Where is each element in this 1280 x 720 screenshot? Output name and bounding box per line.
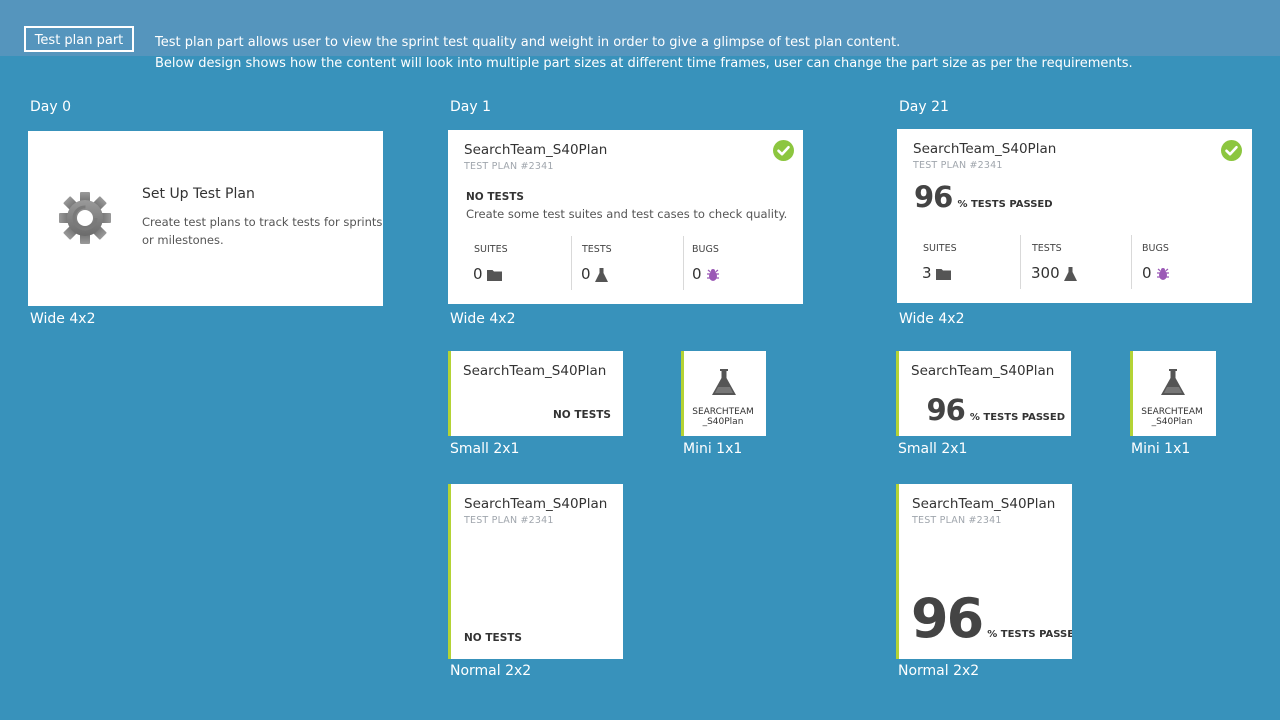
pass-label: % TESTS PASSED: [957, 199, 1053, 210]
suites-label: SUITES: [474, 244, 508, 255]
stat-divider: [1131, 235, 1132, 289]
bug-icon: [707, 268, 720, 281]
size-label-normal-day21: Normal 2x2: [898, 663, 980, 679]
folder-icon: [487, 269, 503, 281]
size-label-wide-day1: Wide 4x2: [450, 311, 516, 327]
setup-desc-line-2: or milestones.: [142, 233, 224, 247]
pass-rate: 96 % TESTS PASSED: [914, 180, 1053, 214]
plan-name: SearchTeam_S40Plan: [913, 141, 1057, 157]
pass-rate: 96 % TESTS PASSED: [926, 393, 1065, 427]
setup-title: Set Up Test Plan: [142, 186, 255, 202]
no-tests-hint: Create some test suites and test cases t…: [466, 207, 788, 221]
size-label-small-day1: Small 2x1: [450, 441, 520, 457]
setup-test-plan-tile[interactable]: Set Up Test Plan Create test plans to tr…: [28, 131, 383, 306]
day-1-label: Day 1: [450, 99, 492, 115]
header-band: [0, 0, 1280, 56]
description-line-2: Below design shows how the content will …: [155, 56, 1133, 71]
plan-id: TEST PLAN #2341: [464, 515, 554, 526]
plan-name: SearchTeam_S40Plan: [464, 142, 608, 158]
flask-icon: [595, 267, 609, 282]
part-title-badge: Test plan part: [24, 26, 134, 52]
flask-icon: [1064, 266, 1078, 281]
tests-count: 0: [581, 265, 591, 283]
mini-plan-name-line-1: SEARCHTEAM: [692, 407, 754, 417]
bug-icon: [1157, 267, 1170, 280]
no-tests-label: NO TESTS: [464, 632, 522, 644]
flask-icon: [712, 369, 736, 395]
pass-percent: 96: [926, 393, 965, 427]
mini-plan-name-line-2: _S40Plan: [702, 417, 744, 427]
size-label-small-day21: Small 2x1: [898, 441, 968, 457]
mini-plan-name-line-2: _S40Plan: [1151, 417, 1193, 427]
day21-normal-tile[interactable]: SearchTeam_S40Plan TEST PLAN #2341 96 % …: [896, 484, 1072, 659]
plan-name: SearchTeam_S40Plan: [463, 363, 607, 379]
stat-divider: [571, 236, 572, 290]
day1-wide-tile[interactable]: SearchTeam_S40Plan TEST PLAN #2341 NO TE…: [448, 130, 803, 304]
tests-count: 300: [1031, 264, 1060, 282]
flask-icon: [1161, 369, 1185, 395]
size-label-normal-day1: Normal 2x2: [450, 663, 532, 679]
day21-wide-tile[interactable]: SearchTeam_S40Plan TEST PLAN #2341 96 % …: [897, 129, 1252, 303]
bugs-count: 0: [692, 265, 702, 283]
bugs-stat: 0: [692, 265, 720, 283]
bugs-label: BUGS: [692, 244, 719, 255]
plan-name: SearchTeam_S40Plan: [911, 363, 1055, 379]
bugs-stat: 0: [1142, 264, 1170, 282]
size-label-wide-day0: Wide 4x2: [30, 311, 96, 327]
suites-count: 3: [922, 264, 932, 282]
description-line-1: Test plan part allows user to view the s…: [155, 35, 901, 50]
suites-stat: 0: [473, 265, 503, 283]
suites-label: SUITES: [923, 243, 957, 254]
plan-id: TEST PLAN #2341: [464, 161, 554, 172]
no-tests-label: NO TESTS: [466, 191, 524, 203]
pass-percent: 96: [914, 180, 953, 214]
tests-stat: 300: [1031, 264, 1078, 282]
tests-stat: 0: [581, 265, 609, 283]
folder-icon: [936, 268, 952, 280]
day1-normal-tile[interactable]: SearchTeam_S40Plan TEST PLAN #2341 NO TE…: [448, 484, 623, 659]
size-label-wide-day21: Wide 4x2: [899, 311, 965, 327]
suites-stat: 3: [922, 264, 952, 282]
bugs-label: BUGS: [1142, 243, 1169, 254]
setup-desc-line-1: Create test plans to track tests for spr…: [142, 215, 383, 229]
day21-small-tile[interactable]: SearchTeam_S40Plan 96 % TESTS PASSED: [896, 351, 1071, 436]
check-circle-icon: [773, 140, 794, 161]
pass-rate: 96 % TESTS PASSED: [911, 587, 1072, 650]
pass-label: % TESTS PASSED: [987, 629, 1072, 640]
day1-small-tile[interactable]: SearchTeam_S40Plan NO TESTS: [448, 351, 623, 436]
stat-divider: [1020, 235, 1021, 289]
day21-mini-tile[interactable]: SEARCHTEAM _S40Plan: [1130, 351, 1216, 436]
size-label-mini-day21: Mini 1x1: [1131, 441, 1191, 457]
mini-plan-name-line-1: SEARCHTEAM: [1141, 407, 1203, 417]
pass-percent: 96: [911, 587, 984, 650]
plan-id: TEST PLAN #2341: [913, 160, 1003, 171]
day-21-label: Day 21: [899, 99, 949, 115]
stat-divider: [683, 236, 684, 290]
tests-label: TESTS: [582, 244, 612, 255]
description: Test plan part allows user to view the s…: [155, 32, 1133, 74]
day1-mini-tile[interactable]: SEARCHTEAM _S40Plan: [681, 351, 766, 436]
plan-id: TEST PLAN #2341: [912, 515, 1002, 526]
suites-count: 0: [473, 265, 483, 283]
check-circle-icon: [1221, 140, 1242, 161]
tests-label: TESTS: [1032, 243, 1062, 254]
bugs-count: 0: [1142, 264, 1152, 282]
plan-name: SearchTeam_S40Plan: [912, 496, 1056, 512]
pass-label: % TESTS PASSED: [969, 412, 1065, 423]
day-0-label: Day 0: [30, 99, 72, 115]
size-label-mini-day1: Mini 1x1: [683, 441, 743, 457]
gear-icon: [59, 192, 111, 244]
no-tests-label: NO TESTS: [553, 409, 611, 421]
plan-name: SearchTeam_S40Plan: [464, 496, 608, 512]
